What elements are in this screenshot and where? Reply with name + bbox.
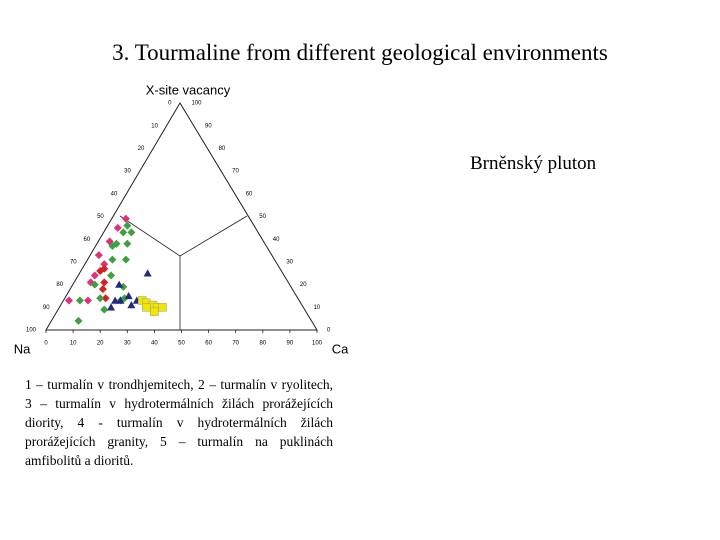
data-point bbox=[100, 305, 109, 314]
data-point bbox=[107, 303, 116, 311]
data-point bbox=[74, 316, 83, 325]
caption: 1 – turmalín v trondhjemitech, 2 – turma… bbox=[25, 377, 333, 468]
data-point bbox=[75, 296, 84, 305]
data-point bbox=[65, 296, 74, 305]
left-tick-label: 100 bbox=[26, 328, 37, 334]
top-axis-label: X-site vacancy bbox=[146, 82, 231, 97]
data-point bbox=[100, 260, 109, 269]
data-point bbox=[115, 280, 124, 288]
right-tick-label: 50 bbox=[259, 214, 266, 220]
left-axis-label: Na bbox=[14, 341, 31, 356]
right-tick-label: 0 bbox=[327, 328, 331, 334]
data-point bbox=[96, 294, 105, 303]
data-point bbox=[107, 271, 116, 280]
data-point bbox=[124, 291, 133, 300]
bottom-tick-label: 60 bbox=[205, 341, 212, 347]
right-tick-label: 70 bbox=[232, 169, 239, 175]
right-tick-label: 90 bbox=[205, 123, 212, 129]
bottom-tick-label: 10 bbox=[70, 341, 77, 347]
right-tick-label: 100 bbox=[192, 101, 203, 107]
left-tick-label: 50 bbox=[97, 214, 104, 220]
right-axis-label: Ca bbox=[332, 341, 349, 356]
right-tick-label: 20 bbox=[300, 282, 307, 288]
data-point bbox=[111, 296, 120, 304]
data-point bbox=[108, 242, 117, 251]
data-point bbox=[94, 251, 103, 260]
field-boundary bbox=[119, 215, 248, 257]
slide-title: 3. Tourmaline from different geological … bbox=[112, 40, 608, 65]
bottom-tick-label: 100 bbox=[312, 341, 323, 347]
right-tick-label: 60 bbox=[246, 191, 253, 197]
right-tick-label: 10 bbox=[313, 305, 320, 311]
data-point bbox=[108, 255, 117, 264]
data-point bbox=[101, 294, 110, 303]
data-point bbox=[98, 285, 107, 294]
data-point bbox=[121, 214, 130, 223]
data-point bbox=[123, 239, 132, 248]
data-point bbox=[96, 266, 105, 275]
bottom-tick-label: 80 bbox=[259, 341, 266, 347]
left-tick-label: 20 bbox=[138, 146, 145, 152]
left-tick-label: 30 bbox=[124, 169, 131, 175]
data-point bbox=[116, 296, 125, 304]
data-point bbox=[158, 303, 167, 312]
right-tick-label: 40 bbox=[273, 237, 280, 243]
bottom-tick-label: 90 bbox=[287, 341, 294, 347]
data-point bbox=[113, 223, 122, 232]
data-point bbox=[142, 303, 151, 312]
data-point bbox=[84, 296, 93, 305]
bottom-tick-label: 0 bbox=[44, 341, 48, 347]
data-point bbox=[127, 228, 136, 237]
left-tick-label: 40 bbox=[111, 191, 118, 197]
left-tick-label: 10 bbox=[151, 123, 158, 129]
left-tick-label: 70 bbox=[70, 259, 77, 265]
data-point bbox=[150, 307, 159, 317]
left-tick-label: 90 bbox=[43, 305, 50, 311]
data-point bbox=[90, 271, 99, 280]
right-tick-label: 30 bbox=[286, 259, 293, 265]
bottom-tick-label: 20 bbox=[97, 341, 104, 347]
bottom-tick-label: 70 bbox=[232, 341, 239, 347]
bottom-tick-label: 40 bbox=[151, 341, 158, 347]
data-point bbox=[143, 269, 152, 277]
subtitle: Brněnský pluton bbox=[470, 153, 597, 174]
data-point bbox=[90, 280, 99, 289]
data-point bbox=[100, 278, 109, 287]
data-point bbox=[119, 228, 128, 237]
left-tick-label: 60 bbox=[84, 237, 91, 243]
bottom-tick-label: 50 bbox=[178, 341, 185, 347]
right-tick-label: 80 bbox=[219, 146, 226, 152]
data-point bbox=[127, 301, 136, 309]
bottom-tick-label: 30 bbox=[124, 341, 131, 347]
data-point bbox=[123, 221, 132, 230]
left-tick-label: 0 bbox=[168, 101, 172, 107]
triangle bbox=[45, 102, 318, 331]
data-point bbox=[121, 255, 130, 264]
left-tick-label: 80 bbox=[56, 282, 63, 288]
